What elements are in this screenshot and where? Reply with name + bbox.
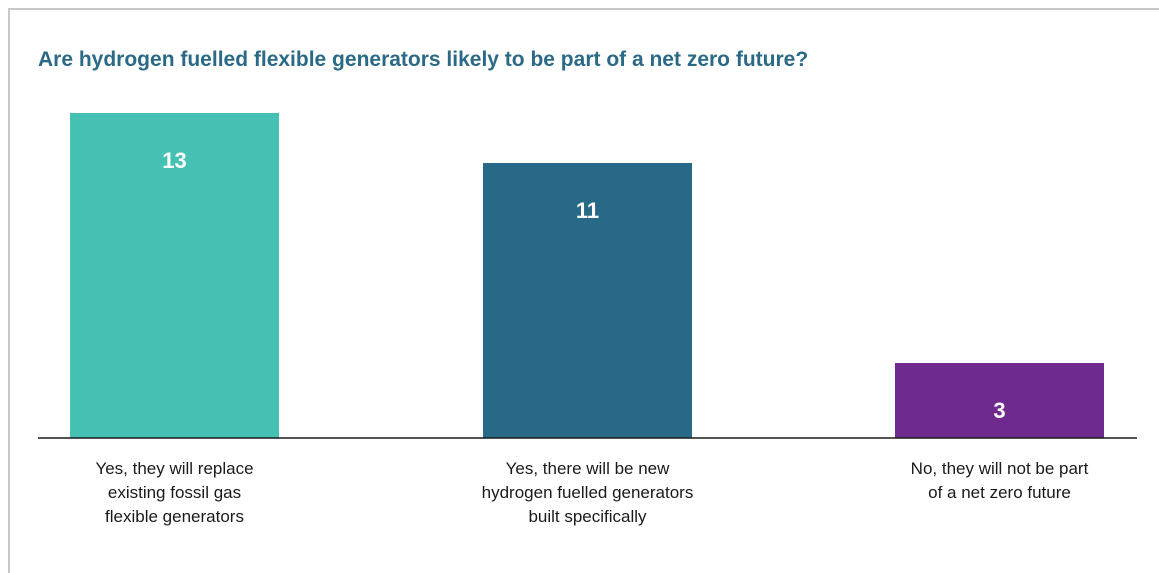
category-label-line: of a net zero future <box>928 483 1071 502</box>
category-label-line: existing fossil gas <box>108 483 241 502</box>
category-label-line: built specifically <box>528 507 647 526</box>
chart-frame <box>8 8 1159 573</box>
bar-3 <box>895 363 1104 438</box>
category-label-line: flexible generators <box>105 507 244 526</box>
chart-title: Are hydrogen fuelled flexible generators… <box>38 48 809 71</box>
bar-value-label-2: 11 <box>576 198 599 223</box>
category-label-line: Yes, they will replace <box>95 459 253 478</box>
category-label-1: Yes, they will replace existing fossil ga… <box>95 459 253 526</box>
category-label-3: No, they will not be part of a net zero f… <box>911 459 1089 502</box>
category-label-line: No, they will not be part <box>911 459 1089 478</box>
category-label-line: hydrogen fuelled generators <box>482 483 694 502</box>
bar-1 <box>70 113 279 438</box>
bar-value-label-1: 13 <box>162 148 186 173</box>
bar-2 <box>483 163 692 438</box>
bar-value-label-3: 3 <box>993 398 1005 423</box>
category-label-2: Yes, there will be new hydrogen fuelled g… <box>482 459 694 526</box>
category-label-line: Yes, there will be new <box>506 459 671 478</box>
